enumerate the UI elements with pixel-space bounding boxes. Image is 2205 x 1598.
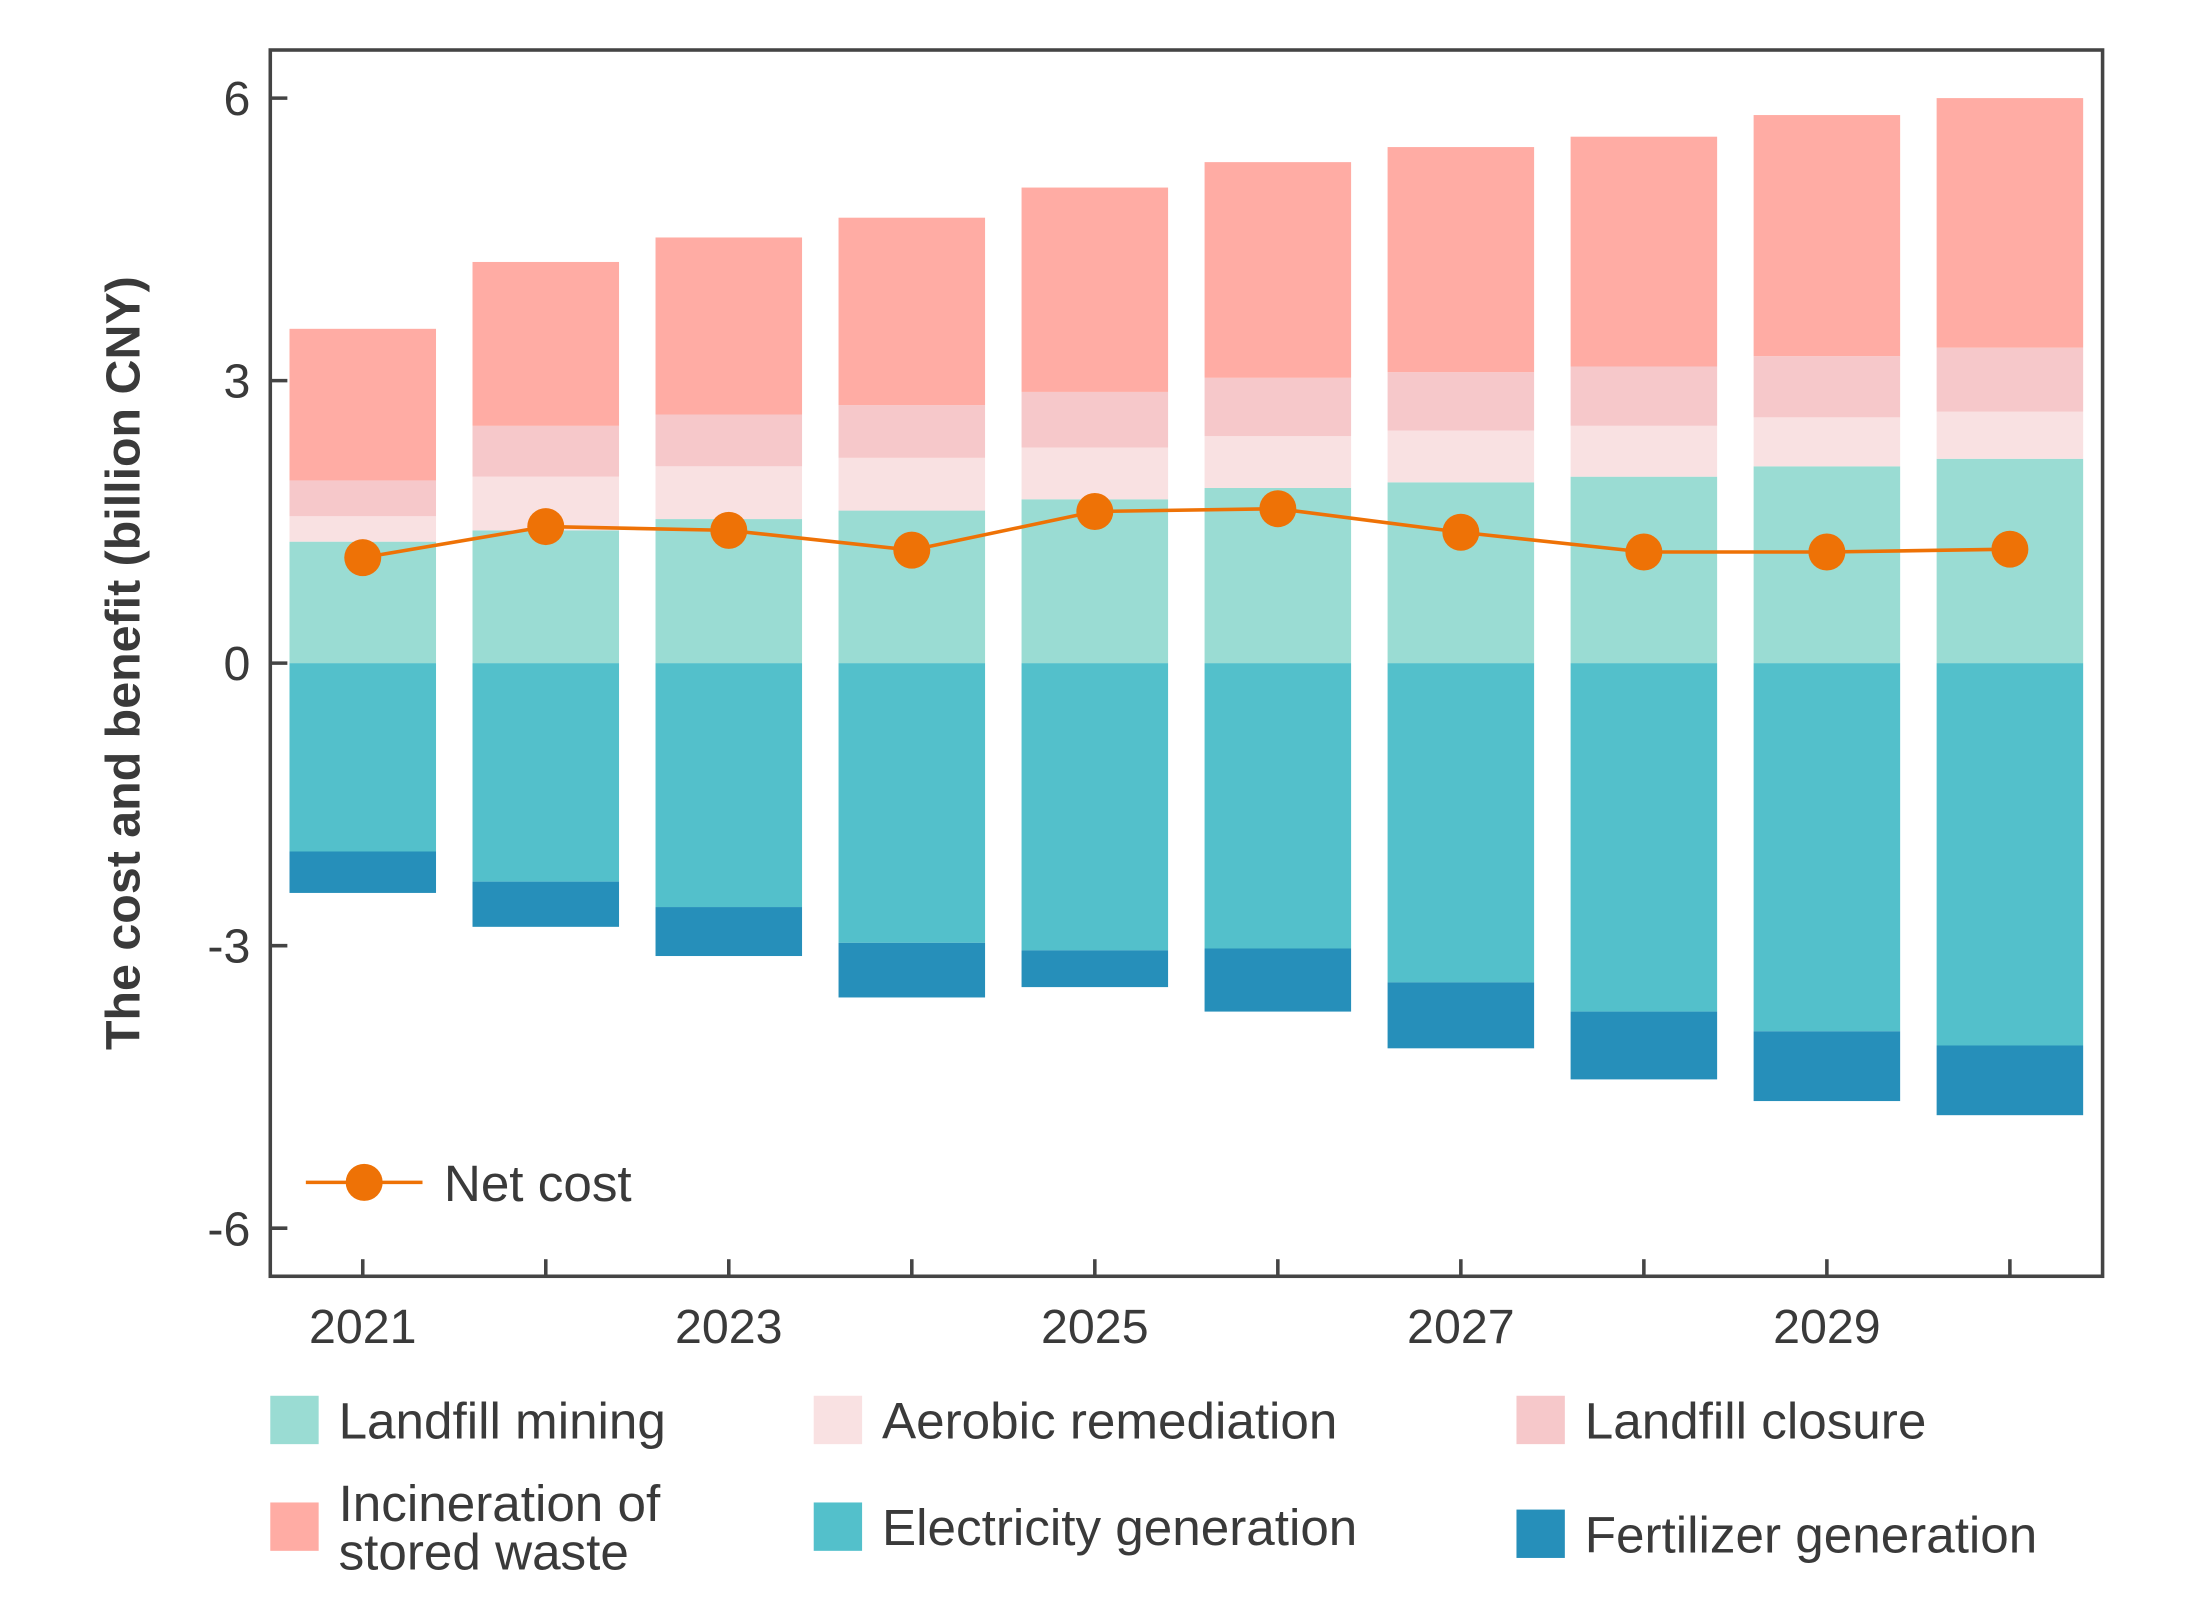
bar-fertilizer-generation-2029 xyxy=(1753,1031,1901,1102)
bar-incineration-of-stored-waste-2030 xyxy=(1936,98,2084,348)
bar-landfill-closure-2025 xyxy=(1021,391,1169,448)
bar-fertilizer-generation-2023 xyxy=(655,907,803,957)
net-cost-point-2030 xyxy=(1991,530,2029,568)
legend-label-landfill-mining: Landfill mining xyxy=(339,1392,666,1449)
x-axis: 2021 2023 2025 2027 2029 xyxy=(309,1259,2012,1354)
legend: Landfill mining Aerobic remediation Landfi… xyxy=(270,1392,2037,1580)
y-axis-label: The cost and benefit (billion CNY) xyxy=(96,276,150,1050)
bar-electricity-generation-2027 xyxy=(1387,663,1535,983)
x-tick-label: 2023 xyxy=(675,1300,783,1354)
bar-electricity-generation-2022 xyxy=(472,663,620,882)
net-cost-line xyxy=(344,490,2029,577)
bar-incineration-of-stored-waste-2023 xyxy=(655,237,803,415)
bar-fertilizer-generation-2028 xyxy=(1570,1011,1718,1080)
legend-swatch-landfill-mining xyxy=(270,1395,319,1445)
y-tick-label: -6 xyxy=(207,1202,250,1256)
bar-fertilizer-generation-2022 xyxy=(472,881,620,927)
bar-aerobic-remediation-2026 xyxy=(1204,436,1352,488)
x-tick-label: 2021 xyxy=(309,1300,417,1354)
bar-fertilizer-generation-2025 xyxy=(1021,950,1169,988)
net-cost-legend-label: Net cost xyxy=(444,1155,632,1212)
bar-electricity-generation-2025 xyxy=(1021,663,1169,951)
bar-fertilizer-generation-2026 xyxy=(1204,948,1352,1012)
net-cost-point-2028 xyxy=(1625,533,1663,571)
bar-electricity-generation-2021 xyxy=(289,663,437,852)
y-axis: 6 3 0 -3 -6 xyxy=(207,72,288,1256)
bar-aerobic-remediation-2025 xyxy=(1021,447,1169,500)
net-cost-point-2022 xyxy=(527,508,565,546)
net-cost-point-2026 xyxy=(1259,490,1297,528)
net-cost-point-2029 xyxy=(1808,533,1846,571)
x-tick-label: 2029 xyxy=(1773,1300,1881,1354)
net-cost-legend-marker xyxy=(345,1163,383,1201)
bars xyxy=(289,98,2084,1116)
bar-aerobic-remediation-2024 xyxy=(838,457,986,511)
bar-landfill-closure-2029 xyxy=(1753,356,1901,418)
bar-landfill-closure-2028 xyxy=(1570,366,1718,426)
bar-landfill-mining-2027 xyxy=(1387,482,1535,664)
bar-landfill-closure-2030 xyxy=(1936,347,2084,412)
bar-landfill-closure-2021 xyxy=(289,480,437,517)
bar-fertilizer-generation-2024 xyxy=(838,942,986,998)
legend-swatch-incineration-of-stored-waste xyxy=(270,1502,319,1551)
bar-electricity-generation-2026 xyxy=(1204,663,1352,949)
net-cost-point-2027 xyxy=(1442,513,1480,551)
bar-landfill-closure-2022 xyxy=(472,425,620,477)
bar-incineration-of-stored-waste-2025 xyxy=(1021,187,1169,392)
legend-swatch-fertilizer-generation xyxy=(1516,1509,1565,1558)
bar-aerobic-remediation-2029 xyxy=(1753,417,1901,467)
bar-aerobic-remediation-2027 xyxy=(1387,430,1535,483)
net-cost-point-2024 xyxy=(893,531,931,569)
y-tick-label: 0 xyxy=(223,637,250,691)
legend-swatch-electricity-generation xyxy=(813,1502,863,1551)
bar-fertilizer-generation-2021 xyxy=(289,851,437,893)
net-cost-point-2021 xyxy=(344,539,382,577)
legend-label-incineration-of-stored-waste: Incineration of stored waste xyxy=(339,1475,661,1580)
bar-incineration-of-stored-waste-2027 xyxy=(1387,147,1535,373)
bar-electricity-generation-2028 xyxy=(1570,663,1718,1012)
bar-landfill-closure-2024 xyxy=(838,405,986,458)
bar-fertilizer-generation-2030 xyxy=(1936,1045,2084,1116)
bar-landfill-mining-2022 xyxy=(472,530,620,664)
net-cost-path xyxy=(362,506,2010,560)
bar-aerobic-remediation-2021 xyxy=(289,516,437,542)
y-tick-label: -3 xyxy=(207,920,250,974)
y-tick-label: 3 xyxy=(223,355,250,409)
bar-aerobic-remediation-2028 xyxy=(1570,425,1718,477)
bar-electricity-generation-2030 xyxy=(1936,663,2084,1046)
bar-landfill-closure-2023 xyxy=(655,414,803,467)
net-cost-point-2025 xyxy=(1076,493,1114,531)
bar-electricity-generation-2029 xyxy=(1753,663,1901,1032)
bar-incineration-of-stored-waste-2022 xyxy=(472,261,620,426)
bar-electricity-generation-2024 xyxy=(838,663,986,943)
bar-incineration-of-stored-waste-2029 xyxy=(1753,115,1901,357)
legend-label-aerobic-remediation: Aerobic remediation xyxy=(882,1392,1337,1449)
bar-fertilizer-generation-2027 xyxy=(1387,982,1535,1049)
legend-swatch-aerobic-remediation xyxy=(813,1395,863,1445)
legend-label-fertilizer-generation: Fertilizer generation xyxy=(1585,1506,2038,1563)
bar-aerobic-remediation-2030 xyxy=(1936,411,2084,459)
legend-swatch-landfill-closure xyxy=(1516,1395,1565,1445)
legend-label-landfill-closure: Landfill closure xyxy=(1585,1392,1927,1449)
x-tick-label: 2027 xyxy=(1407,1300,1515,1354)
bar-aerobic-remediation-2023 xyxy=(655,466,803,520)
bar-electricity-generation-2023 xyxy=(655,663,803,908)
legend-label-electricity-generation: Electricity generation xyxy=(882,1499,1357,1556)
bar-incineration-of-stored-waste-2021 xyxy=(289,328,437,481)
net-cost-point-2023 xyxy=(710,511,748,549)
y-tick-label: 6 xyxy=(223,72,250,126)
net-cost-legend: Net cost xyxy=(305,1155,632,1212)
bar-incineration-of-stored-waste-2028 xyxy=(1570,136,1718,367)
bar-incineration-of-stored-waste-2026 xyxy=(1204,162,1352,378)
bar-incineration-of-stored-waste-2024 xyxy=(838,217,986,406)
bar-landfill-closure-2027 xyxy=(1387,372,1535,431)
bar-landfill-closure-2026 xyxy=(1204,377,1352,437)
x-tick-label: 2025 xyxy=(1041,1300,1149,1354)
